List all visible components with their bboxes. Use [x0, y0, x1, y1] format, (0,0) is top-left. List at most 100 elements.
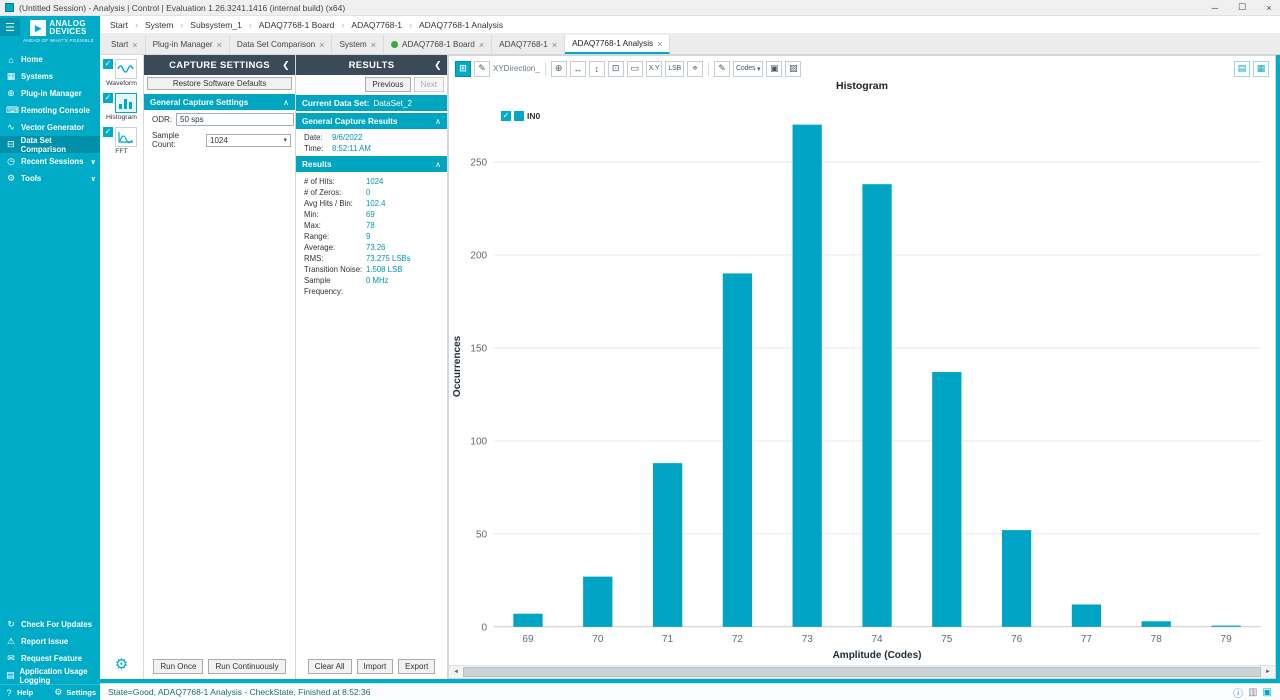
usage-icon[interactable]: ▥: [1248, 686, 1258, 698]
histogram-checkbox[interactable]: ✓: [103, 93, 113, 103]
data-list-icon[interactable]: ▤: [1234, 60, 1250, 77]
settings-button[interactable]: ⚙ Settings: [49, 685, 100, 700]
export-button[interactable]: Export: [398, 659, 436, 674]
view-fft[interactable]: ✓ FFT: [100, 127, 143, 155]
view-histogram[interactable]: ✓ Histogram: [100, 93, 143, 121]
annotate-icon[interactable]: ✎: [714, 60, 731, 77]
close-icon[interactable]: ×: [657, 38, 663, 49]
svg-text:79: 79: [1221, 634, 1233, 645]
status-dot-icon: [391, 41, 399, 48]
tab-plugin-manager[interactable]: Plug-in Manager ×: [145, 35, 230, 54]
zoom-icon[interactable]: ⌖: [687, 60, 704, 77]
data-grid-icon[interactable]: ▦: [1253, 60, 1269, 77]
legend-checkbox[interactable]: ✓: [501, 111, 511, 121]
close-icon[interactable]: ×: [319, 39, 325, 50]
sidebar-item-data-set-comparison[interactable]: ⊟ Data Set Comparison: [0, 136, 100, 154]
sidebar-item-recent-sessions[interactable]: ◷ Recent Sessions ∨: [0, 153, 100, 170]
adi-logo: ▶ ANALOG DEVICES AHEAD OF WHAT'S POSSIBL…: [20, 18, 97, 44]
capture-settings-panel: CAPTURE SETTINGS ❮ Restore Software Defa…: [144, 55, 296, 679]
breadcrumb-device[interactable]: ADAQ7768-1: [351, 19, 402, 30]
close-icon[interactable]: ×: [132, 39, 138, 50]
previous-button[interactable]: Previous: [365, 77, 411, 92]
sample-count-select[interactable]: 1024 ▾: [206, 133, 291, 147]
run-once-button[interactable]: Run Once: [153, 659, 204, 674]
systems-icon: ▦: [6, 71, 16, 81]
tab-analysis[interactable]: ADAQ7768-1 Analysis ×: [565, 35, 671, 54]
minimize-button[interactable]: ─: [1211, 2, 1219, 13]
copy-data-icon[interactable]: ▨: [785, 60, 802, 77]
codes-units-select[interactable]: Codes ▾: [733, 60, 764, 77]
waveform-checkbox[interactable]: ✓: [103, 59, 113, 69]
tab-device[interactable]: ADAQ7768-1 ×: [492, 35, 566, 54]
sidebar-item-remoting-console[interactable]: ⌨ Remoting Console: [0, 102, 100, 119]
hamburger-menu-button[interactable]: ☰: [0, 18, 20, 36]
scrollbar-thumb[interactable]: [463, 667, 1261, 677]
maximize-button[interactable]: ☐: [1237, 2, 1247, 12]
export-image-icon[interactable]: ▣: [766, 60, 783, 77]
view-label: Waveform: [106, 80, 137, 87]
xy-values-toggle[interactable]: X.Y: [645, 60, 663, 77]
scroll-right-icon[interactable]: ►: [1265, 669, 1271, 675]
fit-width-icon[interactable]: ↔: [569, 60, 586, 77]
lsb-units-toggle[interactable]: LSB: [665, 60, 685, 77]
collapse-section-icon[interactable]: ∧: [283, 97, 289, 107]
tab-board[interactable]: ADAQ7768-1 Board ×: [384, 35, 493, 54]
fft-checkbox[interactable]: ✓: [103, 127, 113, 137]
legend-in0[interactable]: ✓ IN0: [497, 110, 545, 122]
collapse-panel-icon[interactable]: ❮: [434, 59, 442, 70]
sidebar-item-report-issue[interactable]: ⚠ Report Issue: [0, 633, 100, 650]
refresh-icon: ↻: [7, 619, 15, 629]
histogram-chart[interactable]: 0 50 100 150 200 250 69 70 71 72 73 74 75 76 77 78 79 Amp…: [449, 96, 1275, 665]
box-zoom-icon[interactable]: ▭: [626, 60, 643, 77]
breadcrumb: Start › System › Subsystem_1 › ADAQ7768-…: [100, 16, 1280, 34]
tab-start[interactable]: Start ×: [104, 35, 146, 54]
tab-data-set-comparison[interactable]: Data Set Comparison ×: [229, 35, 333, 54]
breadcrumb-subsystem[interactable]: Subsystem_1: [190, 19, 242, 30]
odr-input[interactable]: [176, 113, 294, 126]
pan-icon[interactable]: ⊕: [550, 60, 567, 77]
run-continuously-button[interactable]: Run Continuously: [208, 659, 286, 674]
metric-row: Sample Frequency: 0 MHz: [304, 276, 389, 296]
metric-row: RMS: 73.275 LSBs: [304, 254, 411, 263]
close-icon[interactable]: ×: [551, 39, 558, 50]
sidebar-item-plugin-manager[interactable]: ⊕ Plug-in Manager: [0, 85, 100, 102]
view-waveform[interactable]: ✓ Waveform: [100, 59, 143, 87]
collapse-section-icon[interactable]: ∧: [435, 116, 441, 126]
chart-h-scrollbar[interactable]: ◄ ►: [449, 665, 1275, 678]
sidebar-item-label: Check For Updates: [21, 620, 93, 629]
fit-height-icon[interactable]: ↕: [588, 60, 605, 77]
close-button[interactable]: ×: [1266, 2, 1272, 13]
sidebar-item-request-feature[interactable]: ✉ Request Feature: [0, 650, 100, 667]
breadcrumb-start[interactable]: Start: [110, 19, 128, 30]
fft-icon: [115, 127, 137, 147]
help-button[interactable]: ? Help: [0, 685, 49, 700]
add-plot-button[interactable]: ⊞: [455, 60, 471, 77]
sidebar-item-check-updates[interactable]: ↻ Check For Updates: [0, 616, 100, 633]
info-icon[interactable]: ⓘ: [1233, 688, 1244, 700]
collapse-panel-icon[interactable]: ❮: [282, 59, 290, 70]
close-icon[interactable]: ×: [216, 39, 222, 50]
sidebar-item-tools[interactable]: ⚙ Tools ∨: [0, 170, 100, 187]
collapse-section-icon[interactable]: ∧: [435, 159, 441, 169]
analysis-settings-gear-icon[interactable]: ⚙: [114, 656, 129, 673]
breadcrumb-system[interactable]: System: [144, 19, 174, 30]
sidebar-item-home[interactable]: ⌂ Home: [0, 51, 100, 68]
sidebar-item-vector-generator[interactable]: ∿ Vector Generator: [0, 119, 100, 136]
tab-system[interactable]: System ×: [332, 35, 385, 54]
breadcrumb-board[interactable]: ADAQ7768-1 Board: [258, 19, 335, 30]
close-icon[interactable]: ×: [478, 39, 485, 50]
sidebar-item-systems[interactable]: ▦ Systems: [0, 68, 100, 85]
pen-tool-icon[interactable]: ✎: [474, 60, 490, 77]
sidebar-item-label: Plug-in Manager: [21, 89, 82, 98]
fit-page-icon[interactable]: ⊡: [607, 60, 624, 77]
scroll-left-icon[interactable]: ◄: [453, 669, 459, 675]
clear-all-button[interactable]: Clear All: [307, 659, 352, 674]
layout-icon[interactable]: ▣: [1262, 686, 1272, 698]
breadcrumb-analysis[interactable]: ADAQ7768-1 Analysis: [418, 19, 504, 30]
sidebar-item-usage-logging[interactable]: ▤ Application Usage Logging: [0, 667, 100, 685]
close-icon[interactable]: ×: [370, 39, 377, 50]
restore-defaults-button[interactable]: Restore Software Defaults: [147, 77, 292, 90]
import-button[interactable]: Import: [356, 659, 394, 674]
gear-icon: ⚙: [54, 687, 63, 697]
next-button[interactable]: Next: [413, 77, 444, 92]
